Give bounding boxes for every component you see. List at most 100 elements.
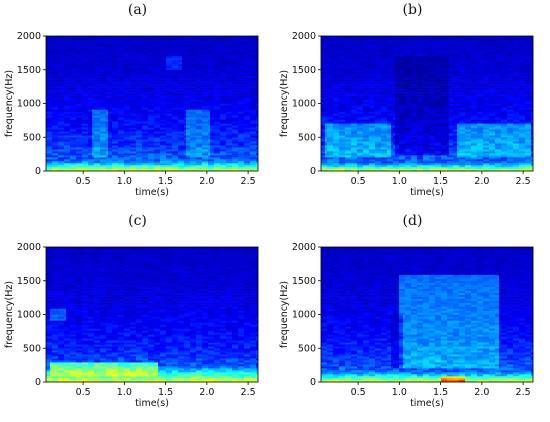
heatmap-cell <box>128 63 131 67</box>
heatmap-cell <box>146 37 149 41</box>
heatmap-cell <box>168 161 171 164</box>
heatmap-cell <box>180 89 183 92</box>
heatmap-cell <box>130 159 133 162</box>
heatmap-cell <box>50 83 53 86</box>
heatmap-cell <box>156 117 159 120</box>
heatmap-cell <box>124 117 127 120</box>
heatmap-cell <box>154 71 157 74</box>
heatmap-cell <box>82 53 85 57</box>
heatmap-cell <box>188 147 191 150</box>
heatmap-cell <box>102 161 105 164</box>
heatmap-cell <box>116 77 119 80</box>
heatmap-cell <box>116 69 119 72</box>
heatmap-cell <box>110 99 113 102</box>
heatmap-cell <box>66 109 69 112</box>
heatmap-cell <box>74 85 77 88</box>
heatmap-cell <box>188 127 191 130</box>
heatmap-cell <box>52 165 55 168</box>
heatmap-cell <box>160 123 163 126</box>
heatmap-cell <box>180 37 183 41</box>
heatmap-cell <box>72 95 75 98</box>
heatmap-cell <box>78 39 81 43</box>
heatmap-cell <box>116 83 119 86</box>
heatmap-cell <box>110 63 113 67</box>
heatmap-cell <box>62 47 65 51</box>
heatmap-cell <box>64 127 67 130</box>
heatmap-cell <box>132 147 135 150</box>
heatmap-cell <box>172 49 175 53</box>
heatmap-cell <box>104 127 107 130</box>
heatmap-cell <box>170 59 173 63</box>
heatmap-cell <box>178 43 181 47</box>
heatmap-cell <box>88 83 91 86</box>
heatmap-cell <box>122 73 125 76</box>
heatmap-cell <box>90 83 93 86</box>
heatmap-cell <box>126 39 129 43</box>
heatmap-cell <box>92 167 95 170</box>
heatmap-cell <box>58 113 61 116</box>
heatmap-cell <box>146 115 149 118</box>
heatmap-cell <box>70 85 73 88</box>
heatmap-cell <box>158 129 161 132</box>
heatmap-cell <box>154 91 157 94</box>
heatmap-cell <box>178 53 181 57</box>
heatmap-cell <box>66 47 69 51</box>
heatmap-cell <box>60 105 63 108</box>
heatmap-cell <box>76 81 79 84</box>
heatmap-cell <box>116 36 119 39</box>
heatmap-cell <box>96 145 99 148</box>
heatmap-cell <box>130 51 133 55</box>
heatmap-cell <box>190 117 193 120</box>
heatmap-cell <box>148 89 151 92</box>
heatmap-cell <box>50 119 53 122</box>
heatmap-cell <box>158 73 161 76</box>
heatmap-cell <box>122 93 125 96</box>
heatmap-cell <box>146 117 149 120</box>
heatmap-cell <box>162 87 165 90</box>
heatmap-cell <box>138 123 141 126</box>
heatmap-cell <box>96 55 99 59</box>
heatmap-cell <box>184 159 187 162</box>
heatmap-cell <box>96 105 99 108</box>
heatmap-cell <box>128 107 131 110</box>
heatmap-cell <box>48 159 51 162</box>
heatmap-cell <box>138 129 141 132</box>
heatmap-cell <box>140 151 143 154</box>
heatmap-cell <box>154 85 157 88</box>
heatmap-cell <box>86 169 89 172</box>
heatmap-cell <box>46 161 49 164</box>
heatmap-cell <box>148 43 151 47</box>
heatmap-cell <box>148 95 151 98</box>
heatmap-cell <box>116 101 119 104</box>
heatmap-cell <box>98 121 101 124</box>
heatmap-cell <box>136 139 139 142</box>
heatmap-cell <box>160 109 163 112</box>
heatmap-cell <box>150 63 153 67</box>
heatmap-cell <box>86 103 89 106</box>
heatmap-cell <box>166 59 169 63</box>
heatmap-cell <box>172 63 175 67</box>
heatmap-cell <box>106 117 109 120</box>
heatmap-cell <box>146 83 149 86</box>
heatmap-cell <box>160 77 163 80</box>
heatmap-cell <box>84 141 87 144</box>
heatmap-cell <box>186 83 189 86</box>
heatmap-cell <box>192 111 195 114</box>
heatmap-cell <box>116 157 119 160</box>
heatmap-cell <box>78 131 81 134</box>
heatmap-cell <box>78 109 81 112</box>
heatmap-cell <box>170 61 173 65</box>
heatmap-cell <box>68 119 71 122</box>
heatmap-cell <box>86 167 89 170</box>
heatmap-cell <box>124 115 127 118</box>
heatmap-cell <box>72 137 75 140</box>
heatmap-cell <box>116 115 119 118</box>
heatmap-cell <box>80 77 83 80</box>
heatmap-cell <box>132 71 135 74</box>
heatmap-cell <box>130 137 133 140</box>
heatmap-cell <box>124 87 127 90</box>
heatmap-cell <box>82 43 85 47</box>
heatmap-cell <box>146 169 149 172</box>
heatmap-cell <box>76 99 79 102</box>
heatmap-cell <box>188 93 191 96</box>
